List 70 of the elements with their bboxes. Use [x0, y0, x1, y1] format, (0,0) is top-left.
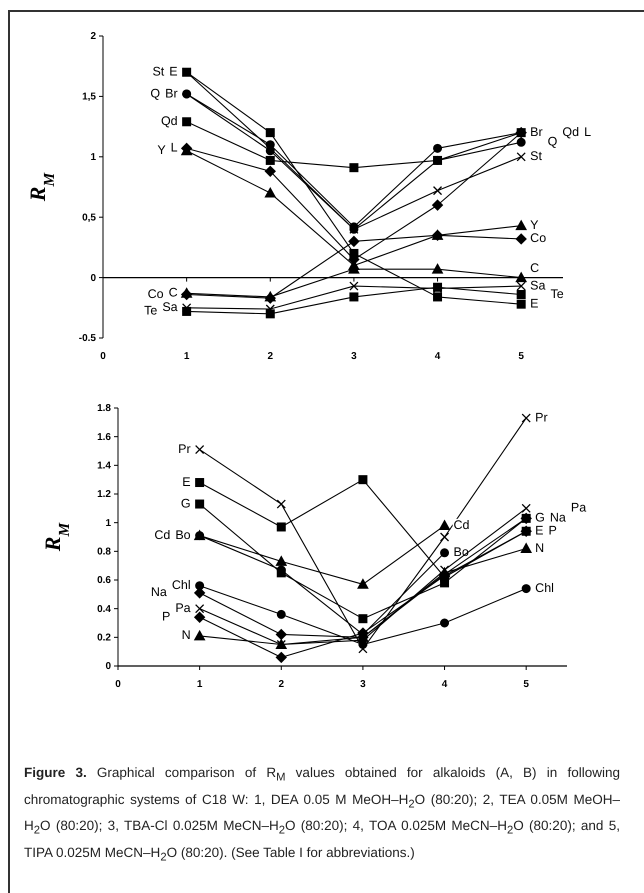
series-label: Chl	[535, 580, 554, 595]
y-tick-label: 0.8	[97, 546, 112, 558]
x-tick-label: 3	[360, 679, 366, 690]
text: Bo	[175, 528, 191, 542]
x-tick-label: 1	[196, 679, 203, 690]
x-tick-label: 5	[518, 351, 524, 362]
text: C	[530, 260, 540, 275]
x-tick-label: 4	[442, 679, 448, 690]
series-label: Cd	[454, 518, 470, 532]
series-label: L	[170, 140, 178, 155]
series-label: Y	[530, 218, 540, 232]
y-tick-label: 0	[90, 272, 96, 284]
series-label: Sa	[530, 278, 546, 292]
text: N	[535, 540, 544, 555]
y-tick-label: 0,5	[82, 212, 96, 224]
series-label: Bo	[454, 545, 469, 560]
text: Pr	[178, 442, 191, 456]
y-tick-label: 0.2	[97, 632, 112, 644]
y-tick-label: 1.2	[97, 489, 112, 500]
x-tick-label: 4	[434, 351, 441, 362]
text: Te	[144, 304, 158, 318]
y-tick-label: 2	[90, 31, 96, 42]
text: P	[162, 610, 170, 624]
text: Qd	[562, 124, 580, 139]
text: Co	[148, 286, 164, 301]
text: St	[152, 64, 164, 79]
series-label: E	[182, 474, 191, 489]
text: E	[530, 296, 539, 310]
series-label: N	[182, 628, 191, 642]
series-label: St	[530, 149, 543, 164]
x-tick-label: 5	[523, 679, 530, 690]
y-tick-label: -0.5	[78, 333, 96, 344]
text: Sa	[162, 300, 178, 314]
text: Pa	[570, 500, 586, 515]
series-label: Co	[530, 231, 546, 246]
x-tick-label: 2	[278, 679, 284, 690]
y-tick-label: 0.4	[97, 604, 112, 615]
x-tick-label: 2	[267, 351, 274, 362]
series-label: Pa	[175, 600, 191, 615]
series-label: Pr	[535, 410, 548, 424]
y-tick-label: 1.8	[97, 403, 112, 414]
y-tick-label: 0	[105, 661, 112, 672]
series-label: Qd	[160, 114, 178, 128]
x-tick-label: 0	[115, 679, 122, 690]
y-tick-label: 1,5	[82, 92, 96, 103]
y-tick-label: 0.6	[97, 575, 112, 586]
series-label: E	[169, 64, 178, 79]
text: Br	[165, 86, 178, 100]
series-label: P	[548, 524, 557, 538]
series-label: G	[180, 496, 191, 510]
text: Figure 3. Graphical comparison of R$_{M}$ values obtained for alkaloids (A, B) in following chromatographic systems of C18 W: 1, DEA 0.05 M MeOH–H$_{2}$O (80:20); 2, TEA 0.05M MeOH–H$_{2}$O (80:20); 3, TBA-Cl 0.025M MeCN–H$_{2}$O (80:20); 4, TOA 0.025M MeCN–H$_{2}$O (80:20); and 5, TIPA 0.025M MeCN–H$_{2}$O (80:20). (See Table I for abbreviations.)	[24, 765, 620, 864]
text: Cd	[154, 528, 170, 542]
text: G	[535, 510, 545, 525]
text: L	[584, 124, 592, 139]
series-label: Br	[530, 124, 543, 139]
text: Y	[157, 143, 166, 158]
x-tick-label: 3	[351, 351, 358, 362]
legend-label: C	[168, 286, 178, 300]
series-label: Na	[550, 510, 566, 525]
text: Te	[550, 286, 564, 301]
text: Na	[150, 585, 167, 600]
text: E	[535, 524, 544, 538]
y-tick-label: 1.6	[97, 432, 112, 443]
y-tick-label: 1.4	[97, 460, 112, 472]
y-tick-label: 1	[90, 152, 96, 163]
x-tick-label: 1	[184, 351, 190, 362]
text: Chl	[172, 578, 191, 592]
series-label: Q	[548, 134, 558, 149]
text: Q	[150, 86, 160, 100]
y-tick-label: 1	[105, 518, 112, 529]
